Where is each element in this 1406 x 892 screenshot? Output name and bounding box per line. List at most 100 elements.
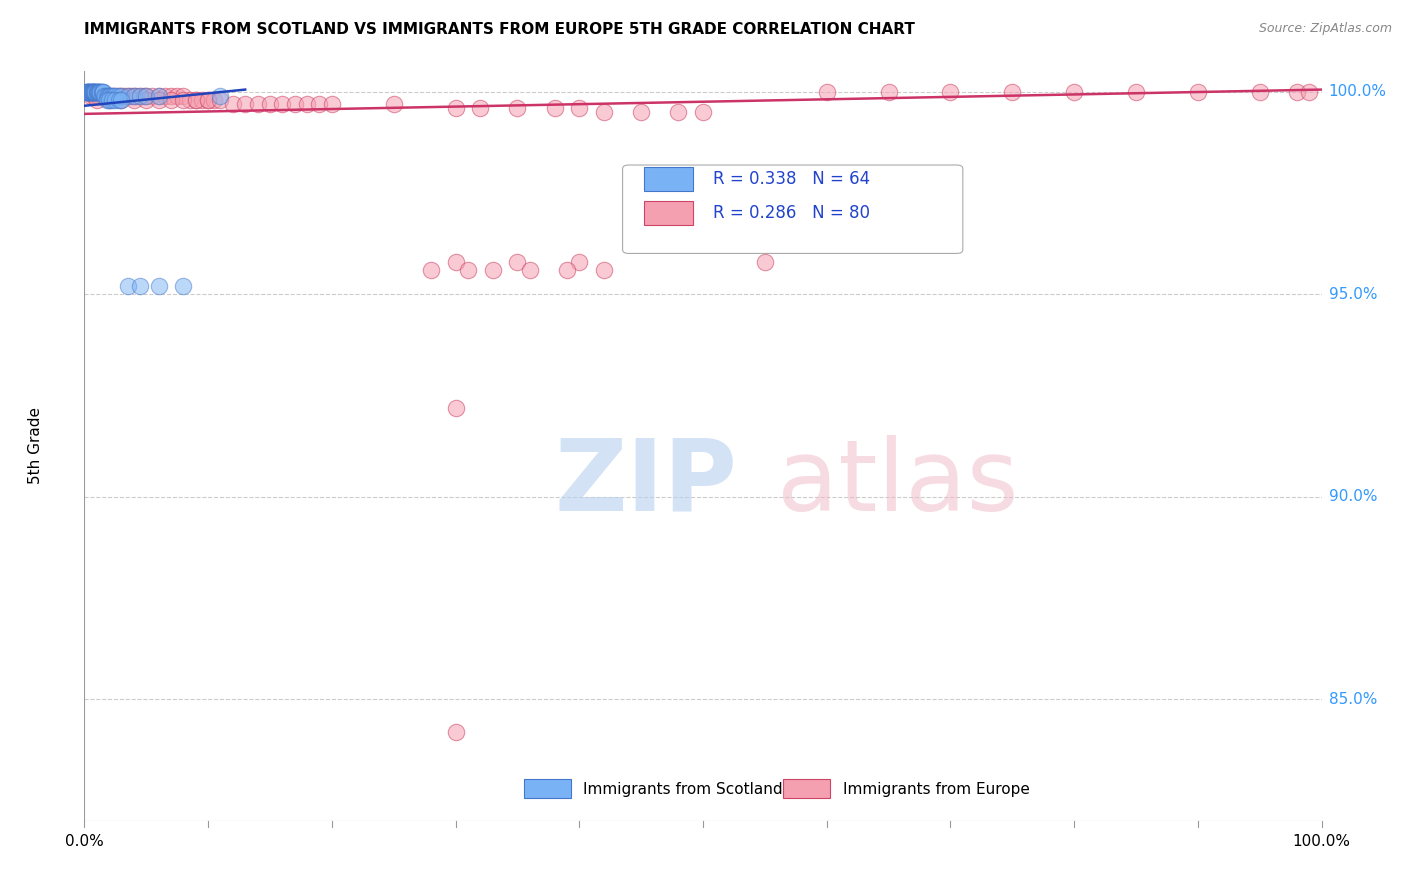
Point xyxy=(197,93,219,107)
Point xyxy=(80,85,103,99)
Text: 0.0%: 0.0% xyxy=(65,834,104,849)
Point xyxy=(593,262,616,277)
Text: Source: ZipAtlas.com: Source: ZipAtlas.com xyxy=(1258,22,1392,36)
Point xyxy=(97,88,120,103)
Point xyxy=(481,262,503,277)
Point xyxy=(75,85,97,99)
Point xyxy=(83,88,105,103)
Point xyxy=(1125,85,1147,99)
Point xyxy=(76,85,98,99)
Text: R = 0.338   N = 64: R = 0.338 N = 64 xyxy=(713,170,870,188)
Point xyxy=(93,88,115,103)
Point xyxy=(754,254,776,268)
Point xyxy=(90,85,112,99)
Point xyxy=(83,85,105,99)
Point xyxy=(1249,85,1271,99)
Point xyxy=(939,85,962,99)
Point xyxy=(444,724,467,739)
Point xyxy=(101,88,124,103)
Point xyxy=(79,85,101,99)
FancyBboxPatch shape xyxy=(623,165,963,253)
Point xyxy=(129,88,152,103)
Point xyxy=(82,85,104,99)
Point xyxy=(117,88,139,103)
Point xyxy=(90,85,112,99)
Point xyxy=(148,279,170,293)
Point xyxy=(470,101,492,115)
Bar xyxy=(783,780,831,798)
Point xyxy=(108,93,131,107)
Text: 100.0%: 100.0% xyxy=(1292,834,1351,849)
Point xyxy=(94,88,117,103)
Point xyxy=(1001,85,1024,99)
Point xyxy=(153,88,176,103)
Point xyxy=(209,93,232,107)
Point xyxy=(100,93,122,107)
Text: 90.0%: 90.0% xyxy=(1329,489,1376,504)
Point xyxy=(506,254,529,268)
Point xyxy=(98,93,121,107)
Point xyxy=(184,93,207,107)
Point xyxy=(104,93,127,107)
Point xyxy=(148,88,170,103)
Text: 5th Grade: 5th Grade xyxy=(28,408,42,484)
Point xyxy=(83,85,105,99)
Point xyxy=(91,85,114,99)
Point xyxy=(382,96,405,111)
Point xyxy=(104,88,127,103)
Point xyxy=(666,104,689,119)
Point xyxy=(135,88,157,103)
Point xyxy=(91,88,114,103)
Point xyxy=(107,88,129,103)
Text: Immigrants from Scotland: Immigrants from Scotland xyxy=(583,781,783,797)
Point xyxy=(129,88,152,103)
Point xyxy=(84,85,107,99)
Point xyxy=(122,88,145,103)
Point xyxy=(96,88,118,103)
Point xyxy=(444,401,467,415)
Text: Immigrants from Europe: Immigrants from Europe xyxy=(842,781,1029,797)
Point xyxy=(148,93,170,107)
Point xyxy=(172,279,194,293)
Point xyxy=(815,85,838,99)
Point xyxy=(1063,85,1085,99)
Point xyxy=(172,88,194,103)
Point xyxy=(96,93,118,107)
Point xyxy=(125,88,148,103)
Point xyxy=(1298,85,1320,99)
Point xyxy=(89,85,111,99)
Point xyxy=(110,93,132,107)
Point xyxy=(457,262,479,277)
Point xyxy=(96,88,118,103)
Point xyxy=(259,96,281,111)
Point xyxy=(160,93,183,107)
Point xyxy=(89,85,111,99)
Point xyxy=(555,262,578,277)
Point xyxy=(122,93,145,107)
Point xyxy=(80,85,103,99)
Point xyxy=(79,85,101,99)
Point xyxy=(543,101,565,115)
Point xyxy=(321,96,343,111)
Point xyxy=(77,85,100,99)
Text: IMMIGRANTS FROM SCOTLAND VS IMMIGRANTS FROM EUROPE 5TH GRADE CORRELATION CHART: IMMIGRANTS FROM SCOTLAND VS IMMIGRANTS F… xyxy=(84,22,915,37)
Point xyxy=(104,88,127,103)
Point xyxy=(222,96,245,111)
Point xyxy=(112,88,135,103)
Point xyxy=(122,88,145,103)
Point xyxy=(444,254,467,268)
Text: ZIP: ZIP xyxy=(554,435,737,532)
Point xyxy=(197,93,219,107)
Point xyxy=(100,88,122,103)
Point xyxy=(80,85,103,99)
Point xyxy=(593,104,616,119)
Point xyxy=(1187,85,1209,99)
Point xyxy=(86,88,108,103)
Point xyxy=(877,85,900,99)
Point xyxy=(77,85,100,99)
Point xyxy=(79,85,101,99)
Point xyxy=(110,88,132,103)
Point xyxy=(82,85,104,99)
Point xyxy=(444,101,467,115)
Point xyxy=(120,88,142,103)
